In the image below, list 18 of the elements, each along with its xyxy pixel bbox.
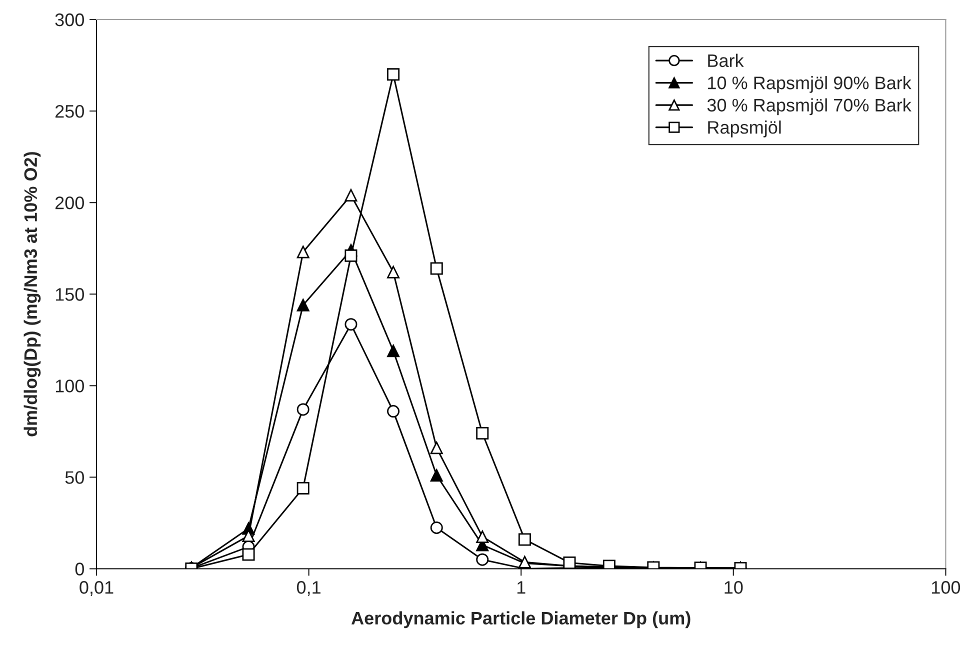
y-tick-label: 300 — [55, 13, 84, 26]
x-tick-label: 1 — [517, 581, 526, 594]
legend-label: Bark — [708, 54, 744, 68]
y-tick-label: 50 — [65, 471, 84, 484]
x-tick-label: 0,01 — [80, 581, 114, 596]
y-tick-label: 250 — [55, 104, 84, 118]
y-axis-title: dm/dlog(Dp) (mg/Nm3 at 10% O2) — [24, 152, 41, 436]
y-tick-label: 0 — [75, 562, 84, 576]
x-axis-title: Aerodynamic Particle Diameter Dp (um) — [351, 611, 690, 628]
y-tick-label: 200 — [55, 196, 84, 210]
legend-label: 10 % Rapsmjöl 90% Bark — [708, 76, 912, 93]
y-tick-label: 100 — [56, 380, 84, 392]
legend-label: Rapsmjöl — [708, 120, 781, 138]
y-tick-label: 150 — [56, 288, 84, 301]
x-tick-label: 0,1 — [296, 581, 320, 596]
x-tick-label: 100 — [932, 581, 960, 594]
x-tick-label: 10 — [724, 581, 743, 594]
legend-label: 30 % Rapsmjöl 70% Bark — [707, 98, 912, 116]
